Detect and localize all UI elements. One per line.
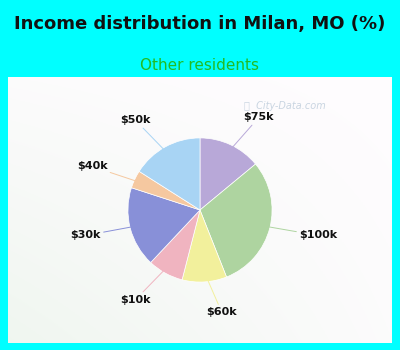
Text: $40k: $40k xyxy=(77,161,144,184)
Wedge shape xyxy=(182,210,226,282)
Wedge shape xyxy=(151,210,200,280)
Wedge shape xyxy=(139,138,200,210)
Wedge shape xyxy=(200,138,256,210)
Text: $75k: $75k xyxy=(226,112,274,155)
Wedge shape xyxy=(128,188,200,262)
Text: Other residents: Other residents xyxy=(140,58,260,73)
Text: Income distribution in Milan, MO (%): Income distribution in Milan, MO (%) xyxy=(14,14,386,33)
Text: $60k: $60k xyxy=(204,271,237,317)
Wedge shape xyxy=(132,172,200,210)
Text: $10k: $10k xyxy=(120,264,170,304)
Text: $30k: $30k xyxy=(70,225,141,240)
Text: $100k: $100k xyxy=(259,225,337,240)
Wedge shape xyxy=(200,164,272,277)
Text: Ⓢ  City-Data.com: Ⓢ City-Data.com xyxy=(244,101,325,111)
Text: $50k: $50k xyxy=(120,116,170,156)
